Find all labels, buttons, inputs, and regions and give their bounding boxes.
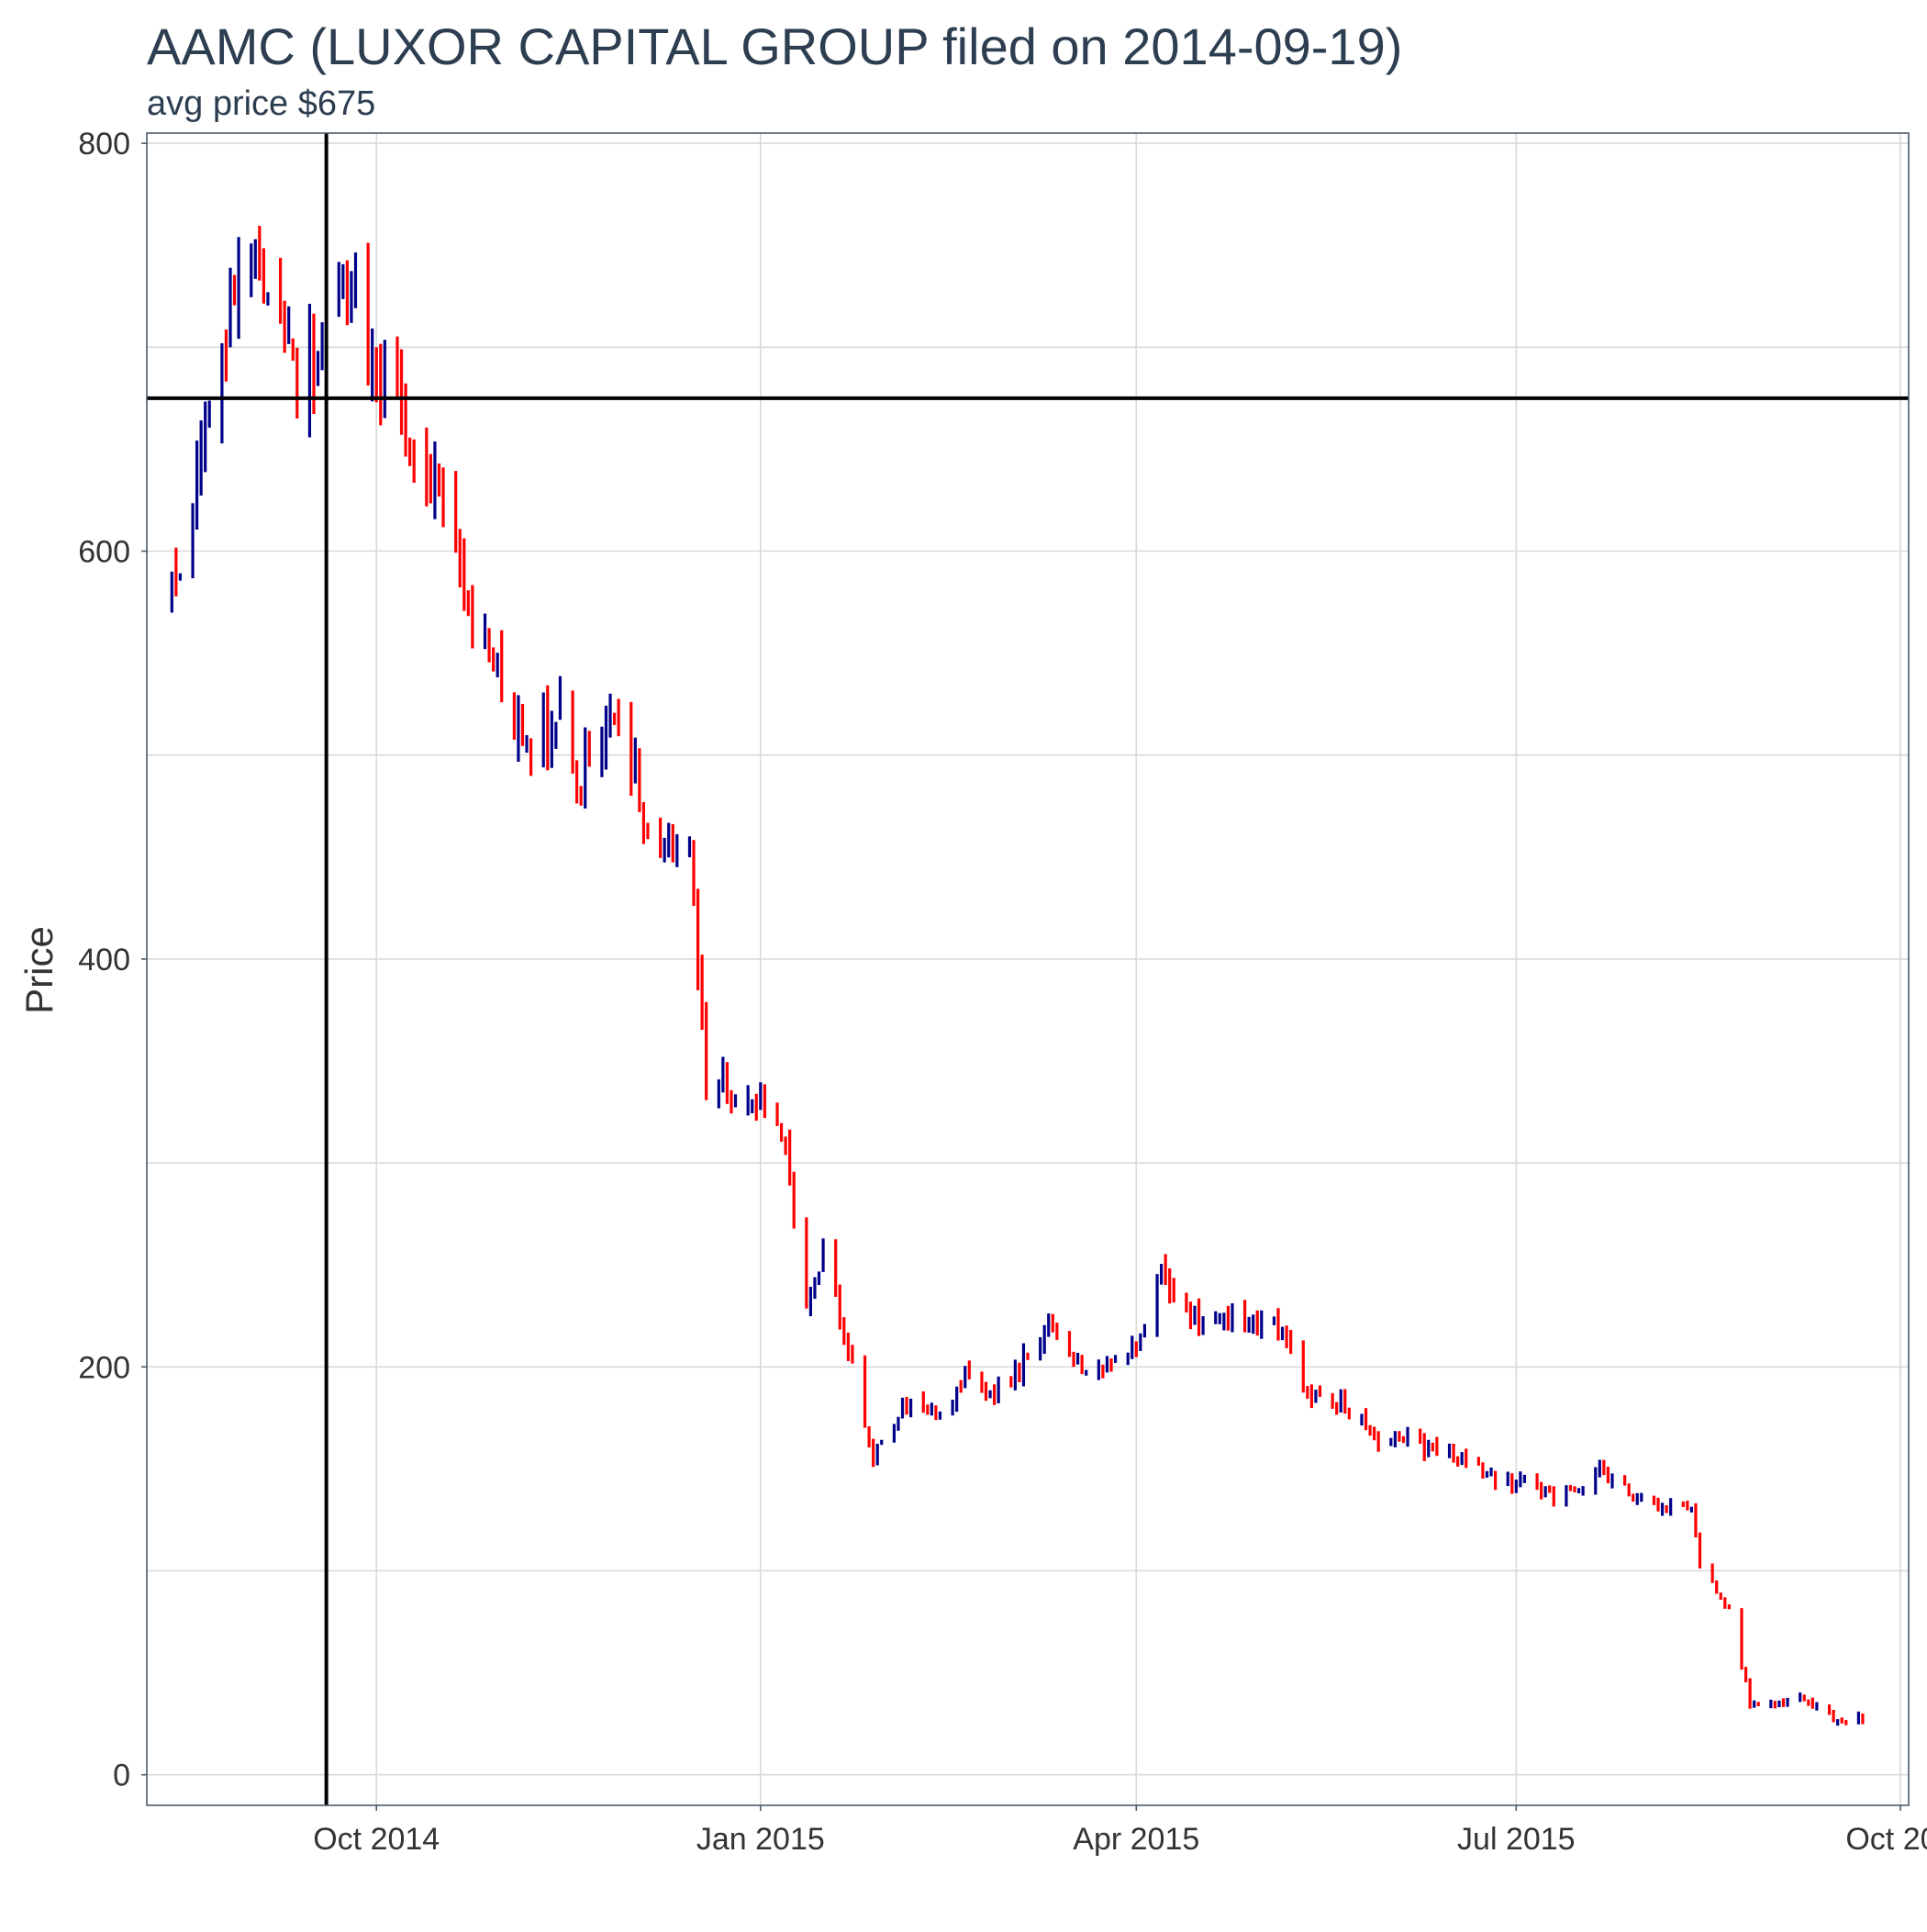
axes: 0 200 400 600 800 Oct 2014 Jan 2015 Apr 2015 Jul… bbox=[78, 127, 1927, 1857]
x-tick-label: Jul 2015 bbox=[1457, 1822, 1576, 1857]
price-bars bbox=[170, 226, 1865, 1726]
grid-lines bbox=[147, 133, 1909, 1805]
y-tick-label: 600 bbox=[78, 535, 130, 570]
y-axis-title: Price bbox=[17, 926, 61, 1014]
y-tick-label: 0 bbox=[113, 1759, 130, 1793]
y-tick-label: 400 bbox=[78, 943, 130, 977]
x-tick-label: Apr 2015 bbox=[1073, 1822, 1199, 1857]
y-tick-label: 200 bbox=[78, 1350, 130, 1385]
y-tick-label: 800 bbox=[78, 127, 130, 162]
x-tick-label: Oct 201 bbox=[1845, 1822, 1927, 1857]
x-tick-label: Jan 2015 bbox=[696, 1822, 825, 1857]
chart-title: AAMC (LUXOR CAPITAL GROUP filed on 2014-… bbox=[147, 17, 1402, 75]
x-tick-label: Oct 2014 bbox=[313, 1822, 440, 1857]
chart-subtitle: avg price $675 bbox=[147, 84, 375, 123]
plot-panel bbox=[146, 132, 1910, 1806]
reference-lines bbox=[147, 133, 1909, 1805]
